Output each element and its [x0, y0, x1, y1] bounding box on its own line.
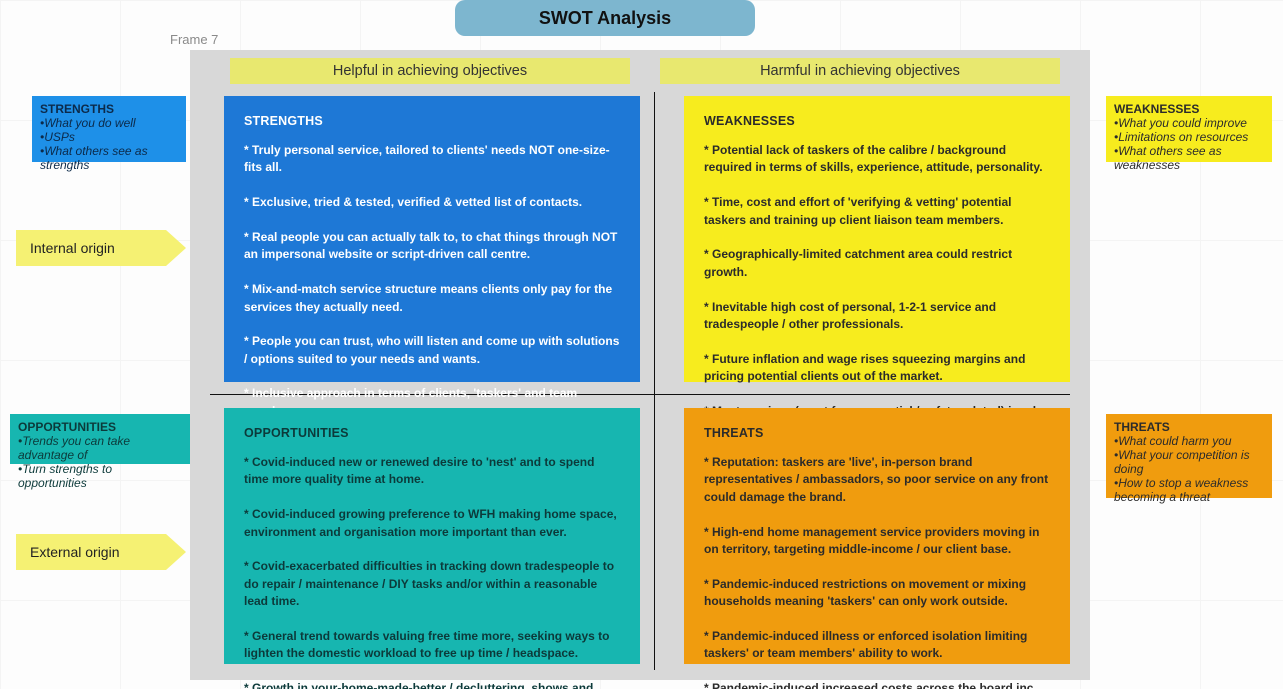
note-heading: WEAKNESSES — [1114, 102, 1264, 116]
divider-vertical — [654, 92, 655, 670]
note-body: •Trends you can take advantage of •Turn … — [18, 434, 182, 490]
quadrant-heading: WEAKNESSES — [704, 114, 1050, 128]
canvas: SWOT Analysis Frame 7 Helpful in achievi… — [0, 0, 1283, 689]
quadrant-body: * Reputation: taskers are 'live', in-per… — [704, 454, 1050, 689]
hint-note-threats[interactable]: THREATS •What could harm you •What your … — [1106, 414, 1272, 498]
quadrant-strengths[interactable]: STRENGTHS * Truly personal service, tail… — [224, 96, 640, 382]
quadrant-heading: STRENGTHS — [244, 114, 620, 128]
quadrant-body: * Covid-induced new or renewed desire to… — [244, 454, 620, 689]
quadrant-weaknesses[interactable]: WEAKNESSES * Potential lack of taskers o… — [684, 96, 1070, 382]
column-header-helpful: Helpful in achieving objectives — [230, 58, 630, 84]
quadrant-heading: THREATS — [704, 426, 1050, 440]
row-label-external: External origin — [16, 534, 166, 570]
note-body: •What you could improve •Limitations on … — [1114, 116, 1264, 172]
note-heading: THREATS — [1114, 420, 1264, 434]
frame-label: Frame 7 — [170, 32, 218, 47]
quadrant-threats[interactable]: THREATS * Reputation: taskers are 'live'… — [684, 408, 1070, 664]
hint-note-strengths[interactable]: STRENGTHS •What you do well •USPs •What … — [32, 96, 186, 162]
quadrant-heading: OPPORTUNITIES — [244, 426, 620, 440]
column-header-harmful: Harmful in achieving objectives — [660, 58, 1060, 84]
note-body: •What could harm you •What your competit… — [1114, 434, 1264, 504]
diagram-title: SWOT Analysis — [455, 0, 755, 36]
hint-note-opportunities[interactable]: OPPORTUNITIES •Trends you can take advan… — [10, 414, 190, 464]
note-heading: STRENGTHS — [40, 102, 178, 116]
note-heading: OPPORTUNITIES — [18, 420, 182, 434]
quadrant-opportunities[interactable]: OPPORTUNITIES * Covid-induced new or ren… — [224, 408, 640, 664]
hint-note-weaknesses[interactable]: WEAKNESSES •What you could improve •Limi… — [1106, 96, 1272, 162]
note-body: •What you do well •USPs •What others see… — [40, 116, 178, 172]
row-label-internal: Internal origin — [16, 230, 166, 266]
